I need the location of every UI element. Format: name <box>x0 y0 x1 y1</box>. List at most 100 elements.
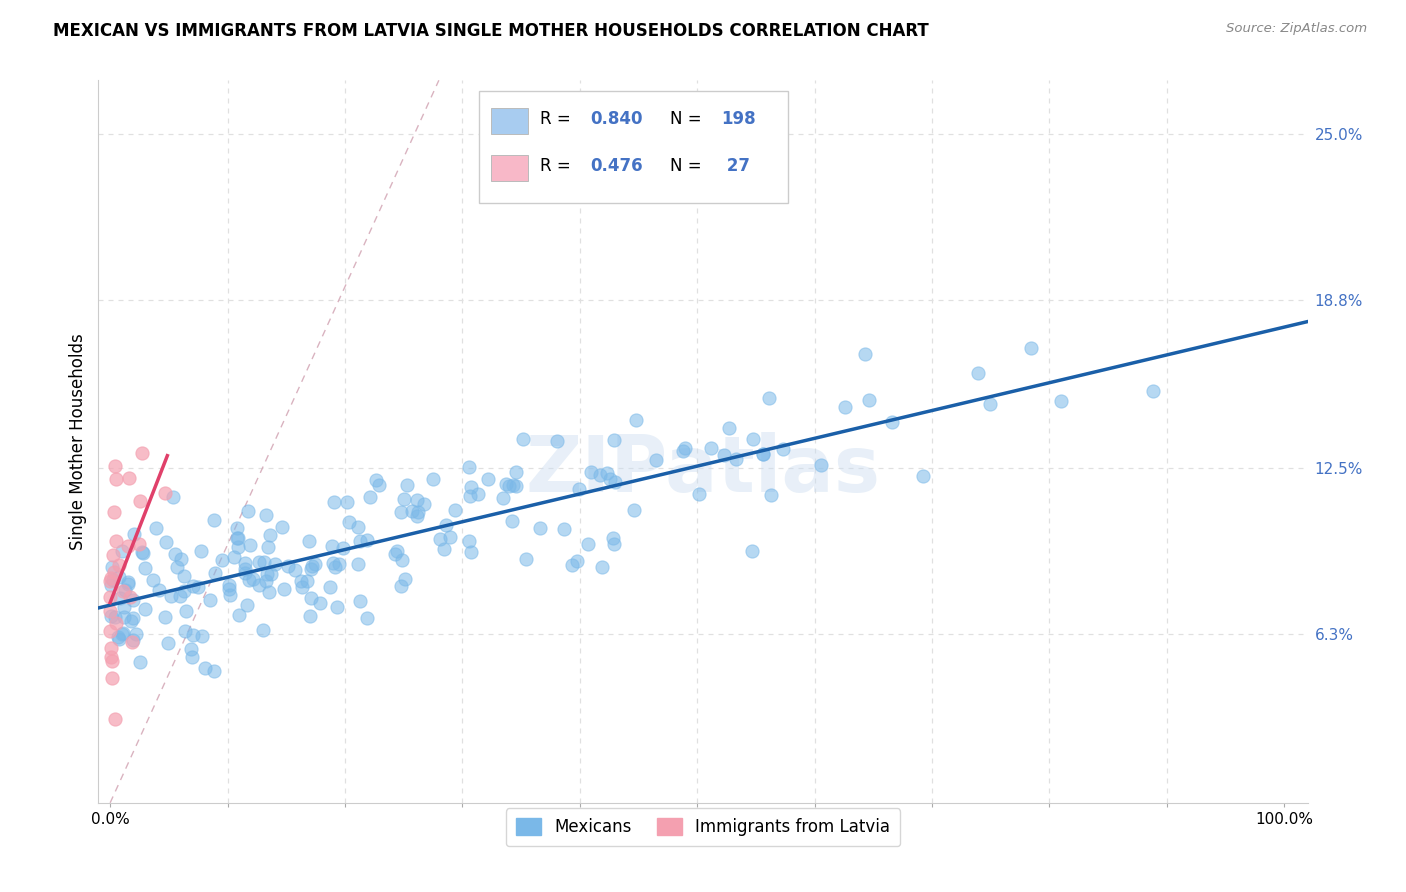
Point <box>145 521 167 535</box>
Point <box>98 590 121 604</box>
Point <box>112 609 135 624</box>
Point <box>181 579 204 593</box>
Point <box>112 584 135 599</box>
Point <box>349 594 371 608</box>
Point <box>434 518 457 533</box>
Point <box>623 503 645 517</box>
Point <box>118 471 141 485</box>
Point <box>101 654 124 668</box>
Point <box>602 531 624 545</box>
Legend: Mexicans, Immigrants from Latvia: Mexicans, Immigrants from Latvia <box>506 808 900 847</box>
Point <box>561 558 583 573</box>
Point <box>218 578 240 592</box>
Point <box>273 582 295 596</box>
Point <box>180 641 202 656</box>
Point <box>202 513 225 527</box>
Point <box>406 505 429 519</box>
Point <box>190 543 212 558</box>
Point <box>104 610 127 624</box>
Point <box>546 434 568 449</box>
Point <box>233 556 256 570</box>
Point <box>224 550 246 565</box>
Point <box>103 505 125 519</box>
Point <box>322 557 344 571</box>
Point <box>211 553 233 567</box>
Point <box>169 589 191 603</box>
Point <box>301 558 323 573</box>
Point <box>117 576 139 591</box>
Point <box>553 522 575 536</box>
Point <box>599 472 621 486</box>
Point <box>467 487 489 501</box>
Point <box>413 497 436 511</box>
Point <box>579 466 602 480</box>
Point <box>226 521 249 535</box>
Point <box>759 488 782 502</box>
Point <box>155 535 177 549</box>
Text: 0.840: 0.840 <box>591 110 643 128</box>
Point <box>772 442 794 456</box>
Point <box>218 582 240 597</box>
Point <box>100 649 122 664</box>
Point <box>298 533 321 548</box>
Point <box>242 572 264 586</box>
Point <box>853 347 876 361</box>
Point <box>529 521 551 535</box>
Point <box>259 585 281 599</box>
Point <box>163 547 186 561</box>
Point <box>384 547 406 561</box>
Point <box>253 555 276 569</box>
Point <box>270 520 292 534</box>
Point <box>299 591 322 606</box>
Point <box>1050 393 1073 408</box>
Point <box>576 537 599 551</box>
Point <box>100 641 122 656</box>
Point <box>121 593 143 607</box>
Point <box>166 559 188 574</box>
Point <box>967 366 990 380</box>
Point <box>568 482 591 496</box>
Point <box>505 479 527 493</box>
Point <box>108 632 131 646</box>
Point <box>131 446 153 460</box>
Point <box>356 611 378 625</box>
Point <box>322 495 344 509</box>
Point <box>389 579 412 593</box>
FancyBboxPatch shape <box>492 109 527 135</box>
Point <box>120 614 142 628</box>
Point <box>406 493 429 508</box>
Point <box>323 560 346 574</box>
Point <box>882 415 904 429</box>
Point <box>134 560 156 574</box>
Point <box>228 607 250 622</box>
Point <box>180 649 202 664</box>
Point <box>672 443 695 458</box>
Point <box>368 477 391 491</box>
Point <box>433 541 456 556</box>
Point <box>236 504 259 518</box>
Point <box>112 626 135 640</box>
Text: 27: 27 <box>721 156 751 175</box>
Point <box>443 503 465 517</box>
Point <box>589 468 612 483</box>
Point <box>290 574 312 588</box>
Point <box>256 567 278 582</box>
Point <box>122 527 145 541</box>
Point <box>624 413 647 427</box>
Text: Source: ZipAtlas.com: Source: ZipAtlas.com <box>1226 22 1367 36</box>
Point <box>366 474 388 488</box>
Point <box>834 400 856 414</box>
Point <box>194 661 217 675</box>
Point <box>160 589 183 603</box>
Point <box>103 573 125 587</box>
Point <box>591 560 613 574</box>
Point <box>259 528 281 542</box>
Point <box>810 458 832 473</box>
Point <box>439 530 461 544</box>
FancyBboxPatch shape <box>492 155 527 181</box>
Point <box>100 578 122 592</box>
Point <box>596 467 619 481</box>
Point <box>111 627 134 641</box>
Point <box>236 599 259 613</box>
Point <box>148 583 170 598</box>
